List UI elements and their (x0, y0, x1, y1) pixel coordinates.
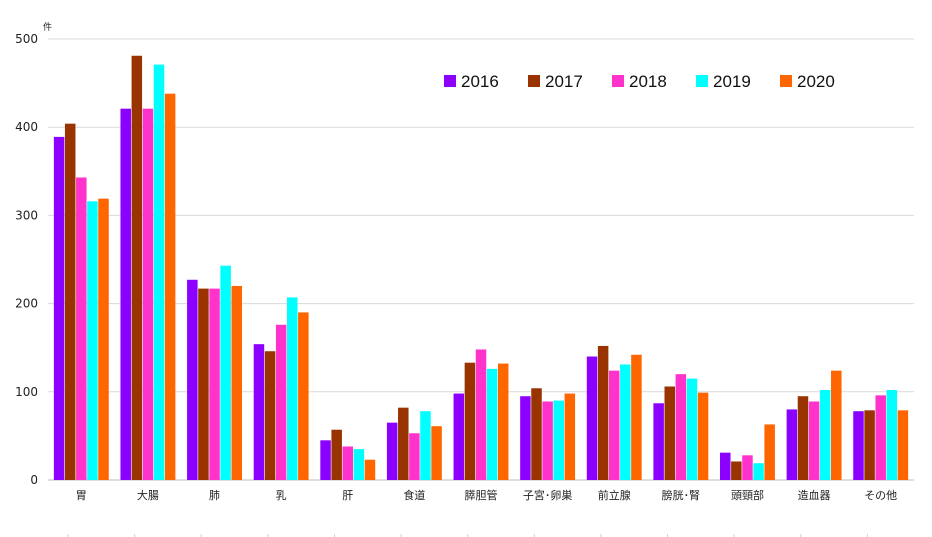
x-tick-label: 前立腺 (598, 488, 631, 502)
legend-label-2016: 2016 (461, 72, 499, 91)
bar-2019 (420, 411, 431, 480)
bar-2020 (564, 393, 576, 480)
bar-2019 (353, 449, 365, 480)
bar-2017 (131, 55, 143, 481)
y-tick-label: 200 (15, 297, 38, 311)
bar-2017 (64, 123, 76, 480)
legend-swatch-2017 (528, 75, 540, 87)
bar-2017 (331, 429, 342, 480)
bar-2016 (786, 409, 798, 480)
legend-label-2018: 2018 (629, 72, 667, 91)
bar-2016 (386, 422, 398, 480)
bar-2017 (597, 345, 609, 480)
bar-2016 (320, 440, 331, 480)
bar-2016 (520, 396, 531, 480)
bar-2020 (231, 285, 242, 480)
bar-2016 (720, 452, 731, 480)
y-tick-label: 0 (30, 473, 38, 487)
bar-2019 (686, 378, 698, 480)
bar-2020 (164, 93, 176, 481)
legend-label-2020: 2020 (797, 72, 835, 91)
legend-label-2019: 2019 (713, 72, 751, 91)
bar-2019 (287, 297, 298, 480)
bar-2017 (531, 388, 542, 480)
x-tick-label: 膵胆管 (465, 488, 498, 502)
bar-2020 (364, 459, 376, 480)
x-tick-label: 頭頸部 (731, 488, 764, 502)
bar-2019 (553, 400, 564, 480)
bar-2018 (409, 433, 420, 480)
bar-2020 (98, 198, 109, 480)
bar-2019 (886, 390, 898, 480)
y-tick-label: 400 (15, 120, 38, 134)
bar-2018 (76, 177, 87, 480)
bar-2020 (697, 392, 709, 480)
bar-2019 (153, 64, 165, 480)
bar-2016 (187, 279, 198, 480)
bar-2016 (53, 136, 65, 481)
bar-2019 (87, 201, 98, 480)
bar-2019 (620, 364, 631, 480)
bar-2019 (220, 265, 231, 480)
x-tick-label: 大腸 (137, 488, 159, 502)
bar-2017 (864, 410, 875, 480)
y-unit-label: 件 (43, 21, 52, 33)
bar-2020 (298, 312, 309, 480)
y-tick-label: 300 (15, 208, 38, 222)
bar-2019 (819, 390, 831, 480)
bar-2020 (831, 370, 842, 480)
bar-2020 (631, 354, 642, 480)
bar-2020 (897, 410, 909, 480)
legend-swatch-2019 (696, 75, 708, 87)
y-tick-label: 500 (15, 32, 38, 46)
bar-2020 (431, 426, 442, 480)
x-tick-label: 胃 (76, 489, 87, 502)
x-tick-label: 食道 (403, 488, 425, 502)
bar-2016 (253, 344, 265, 480)
bar-2018 (542, 401, 553, 480)
x-tick-label: 子宮･卵巣 (523, 488, 573, 502)
legend-label-2017: 2017 (545, 72, 583, 91)
bar-2016 (586, 356, 598, 480)
x-tick-label: 肝 (342, 489, 353, 502)
bar-2017 (797, 396, 809, 480)
legend-swatch-2016 (444, 75, 456, 87)
legend-swatch-2020 (780, 75, 792, 87)
bar-2017 (264, 351, 276, 480)
bar-2020 (764, 424, 775, 480)
bar-2017 (198, 288, 209, 480)
bar-2016 (453, 393, 465, 480)
bar-2018 (142, 108, 154, 480)
y-tick-label: 100 (15, 385, 38, 399)
bar-2018 (742, 455, 753, 480)
bar-2018 (275, 324, 287, 480)
bar-2018 (675, 374, 687, 480)
bar-2018 (342, 446, 354, 480)
bar-2016 (120, 108, 131, 480)
bar-2017 (464, 362, 476, 480)
x-tick-label: 乳 (276, 489, 287, 502)
x-tick-label: その他 (864, 489, 897, 502)
bar-2018 (475, 349, 487, 480)
bar-2017 (664, 386, 675, 480)
bar-2018 (209, 288, 220, 480)
x-tick-label: 肺 (209, 489, 220, 502)
x-tick-label: 造血器 (798, 488, 831, 502)
bar-2019 (486, 368, 498, 480)
bar-2020 (497, 363, 509, 480)
bar-2016 (653, 403, 664, 480)
legend-swatch-2018 (612, 75, 624, 87)
x-tick-label: 膀胱･腎 (662, 488, 701, 502)
bar-2018 (608, 370, 620, 480)
bar-2019 (753, 463, 764, 480)
bar-2017 (731, 461, 742, 480)
bar-2018 (808, 401, 820, 480)
bar-2017 (398, 407, 409, 480)
bar-2016 (853, 411, 864, 480)
bar-2018 (875, 395, 886, 480)
